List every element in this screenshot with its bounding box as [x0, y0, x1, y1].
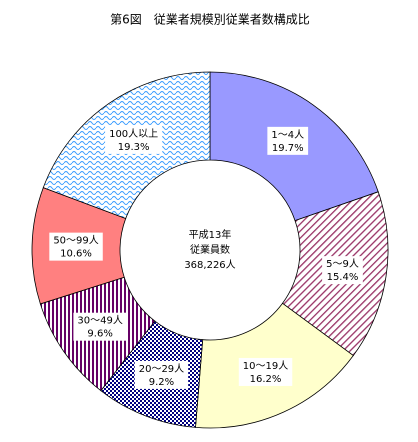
category-label: 20～29人: [139, 363, 184, 375]
value-label: 9.6%: [87, 329, 112, 340]
value-label: 19.3%: [118, 142, 150, 153]
segment-label: 30～49人 9.6%: [73, 312, 127, 341]
label-box: [105, 125, 163, 154]
value-label: 9.2%: [149, 377, 174, 388]
center-text: 従業員数: [190, 243, 230, 256]
value-label: 19.7%: [272, 143, 304, 154]
segment-label: 1～4人 19.7%: [267, 126, 309, 155]
label-box: [267, 126, 309, 155]
label-box: [134, 360, 189, 389]
segment-label: 100人以上 19.3%: [105, 125, 163, 154]
value-label: 15.4%: [327, 272, 359, 283]
value-label: 10.6%: [60, 249, 92, 260]
category-label: 30～49人: [77, 315, 122, 327]
category-label: 1～4人: [271, 129, 304, 141]
segment-label: 10～19人 16.2%: [238, 357, 293, 386]
segment-label: 20～29人 9.2%: [134, 360, 189, 389]
label-box: [238, 357, 293, 386]
category-label: 5～9人: [326, 258, 359, 270]
category-label: 10～19人: [243, 360, 288, 372]
label-box: [73, 312, 127, 341]
chart-title: 第6図 従業者規模別従業者数構成比: [110, 12, 310, 27]
category-label: 100人以上: [109, 128, 158, 140]
value-label: 16.2%: [250, 374, 282, 385]
center-text: 平成13年: [189, 228, 232, 241]
segment-label: 5～9人 15.4%: [322, 256, 363, 285]
center-text: 368,226人: [184, 259, 235, 271]
label-box: [49, 232, 103, 261]
segment-label: 50～99人 10.6%: [49, 232, 103, 261]
category-label: 50～99人: [53, 235, 98, 247]
label-box: [322, 256, 363, 285]
